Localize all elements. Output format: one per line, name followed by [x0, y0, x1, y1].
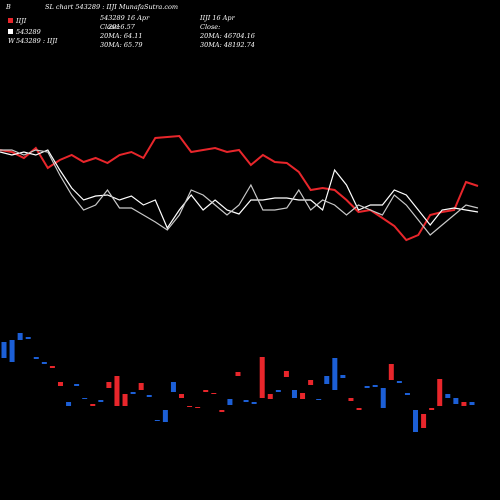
- volume-bar: [251, 402, 257, 404]
- info-date: IIJI 16 Apr: [199, 14, 236, 22]
- volume-bar: [461, 402, 467, 406]
- volume-bar: [235, 372, 241, 376]
- volume-bar: [138, 383, 144, 390]
- volume-bar: [25, 337, 31, 339]
- volume-bar: [324, 376, 330, 384]
- chart-title: SL chart 543289 : IIJI MunafaSutra.com: [45, 3, 178, 11]
- volume-bar: [445, 394, 451, 398]
- volume-bar: [49, 366, 55, 368]
- volume-bar: [243, 400, 249, 402]
- volume-bar: [114, 376, 120, 406]
- volume-bar: [98, 400, 104, 402]
- legend-swatch: [8, 29, 13, 34]
- volume-bar: [219, 410, 225, 412]
- volume-bar: [90, 404, 96, 406]
- volume-bar: [1, 342, 7, 358]
- info-ma20: 20MA: 64.11: [99, 32, 143, 40]
- legend-swatch: [8, 18, 13, 23]
- volume-bar: [356, 408, 362, 410]
- legend-mark: W: [8, 37, 16, 45]
- volume-bar: [453, 398, 459, 404]
- volume-bar: [17, 333, 23, 340]
- volume-bar: [9, 340, 15, 362]
- info-ma30: 30MA: 48192.74: [200, 41, 255, 49]
- volume-bar: [66, 402, 72, 406]
- volume-bar: [348, 398, 354, 401]
- volume-bar: [203, 390, 209, 392]
- volume-bar: [404, 393, 410, 395]
- legend-text: 543289: [16, 28, 41, 36]
- volume-bar: [283, 371, 289, 377]
- volume-bar: [332, 358, 338, 390]
- legend-text: IIJI: [15, 17, 27, 25]
- info-ma20: 20MA: 46704.16: [199, 32, 255, 40]
- volume-bar: [130, 392, 136, 394]
- volume-bar: [340, 375, 346, 378]
- legend-text: 543289 : IIJI: [16, 37, 58, 45]
- price-line: [0, 149, 479, 230]
- volume-bar: [437, 379, 443, 406]
- volume-bar: [211, 393, 217, 394]
- volume-bar: [74, 384, 80, 386]
- volume-bar: [316, 399, 322, 400]
- volume-bar: [396, 381, 402, 383]
- volume-bar: [267, 394, 273, 399]
- volume-bar: [33, 357, 39, 359]
- volume-bar: [291, 390, 297, 398]
- volume-bar: [364, 386, 370, 388]
- volume-bar: [259, 357, 265, 398]
- info-close: 2916.57: [107, 23, 136, 31]
- volume-bar: [469, 402, 475, 405]
- volume-bar: [227, 399, 233, 405]
- volume-bar: [195, 407, 201, 408]
- volume-bar: [372, 385, 378, 387]
- info-date: 543289 16 Apr: [100, 14, 150, 22]
- volume-bar: [187, 406, 193, 407]
- volume-bar: [380, 388, 386, 408]
- price-line: [0, 134, 479, 242]
- volume-bar: [146, 395, 152, 397]
- volume-bar: [275, 390, 281, 392]
- info-close-label: Close:: [100, 23, 120, 31]
- volume-bar: [421, 414, 427, 428]
- volume-bar: [122, 394, 128, 406]
- volume-bar: [308, 380, 314, 385]
- volume-bar: [154, 420, 160, 421]
- volume-bar: [388, 364, 394, 380]
- volume-bar: [429, 408, 435, 410]
- volume-bar: [41, 362, 47, 364]
- volume-bar: [413, 410, 419, 432]
- volume-bar: [162, 410, 168, 422]
- volume-bar: [57, 382, 63, 386]
- volume-bar: [300, 393, 306, 399]
- volume-bar: [106, 382, 112, 388]
- price-line: [0, 149, 479, 236]
- volume-bar: [82, 398, 88, 399]
- info-ma30: 30MA: 65.79: [100, 41, 143, 49]
- volume-bar: [170, 382, 176, 392]
- info-close-label: Close:: [200, 23, 220, 31]
- corner-label: B: [5, 3, 11, 11]
- volume-bar: [179, 394, 185, 398]
